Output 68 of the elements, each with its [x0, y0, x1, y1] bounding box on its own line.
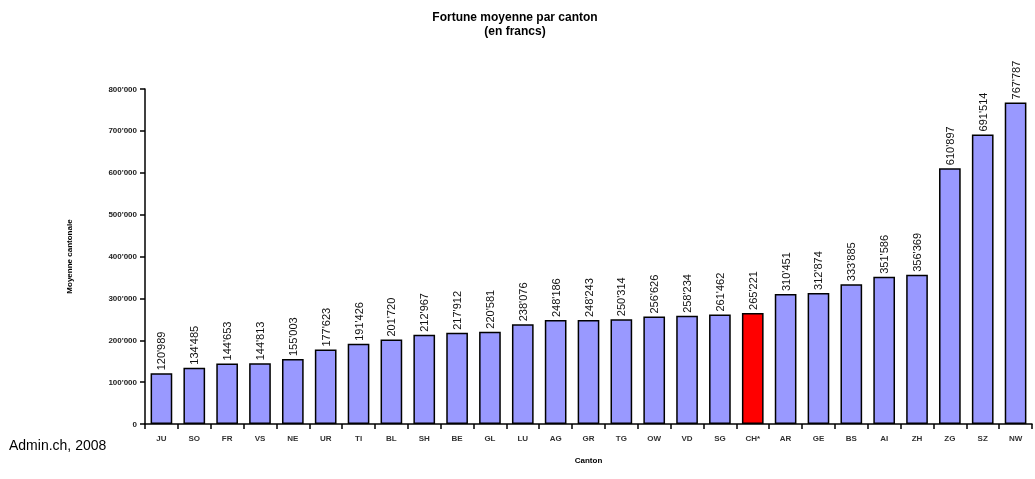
y-tick-label: 400'000: [108, 252, 138, 261]
data-label: 310'451: [779, 252, 792, 291]
data-label: 333'885: [845, 242, 858, 282]
x-tick-label: BS: [845, 433, 858, 443]
data-label: 351'586: [878, 234, 891, 274]
data-label: 248'186: [549, 278, 562, 318]
x-tick-label: NE: [287, 433, 300, 443]
data-label: 256'626: [648, 274, 661, 314]
data-label: 610'897: [943, 126, 956, 166]
x-tick-label: TG: [615, 433, 627, 443]
y-tick-label: 500'000: [108, 210, 138, 220]
x-tick-label: FR: [221, 433, 233, 443]
x-tick-label: OW: [647, 433, 662, 443]
x-tick-label: SZ: [977, 433, 988, 443]
data-label: 212'967: [418, 293, 431, 332]
data-label: 250'314: [615, 277, 628, 317]
chart-title: Fortune moyenne par canton: [432, 10, 598, 24]
data-label: 312'874: [812, 251, 825, 290]
x-tick-label: SG: [714, 433, 726, 443]
text: Admin.ch, 2008: [9, 437, 107, 453]
y-tick-label: 0: [132, 419, 138, 429]
x-tick-label: ZG: [944, 433, 956, 443]
x-tick-label: AI: [880, 433, 889, 443]
x-tick-label: VD: [681, 433, 693, 443]
x-tick-label: AR: [779, 433, 792, 443]
x-tick-label: GR: [582, 433, 595, 443]
x-axis-title: Canton: [574, 455, 603, 465]
data-label: 201'720: [385, 297, 398, 337]
data-label: 691'514: [976, 92, 989, 132]
data-label: 265'221: [746, 271, 759, 310]
data-label: 120'989: [155, 331, 168, 371]
data-label: 177'623: [319, 307, 332, 347]
x-tick-label: NW: [1008, 433, 1023, 443]
x-tick-label: ZH: [911, 433, 923, 443]
data-label: 217'912: [451, 290, 464, 330]
x-tick-label: VS: [254, 433, 266, 443]
x-tick-label: AG: [549, 433, 562, 443]
data-label: 144'653: [221, 321, 234, 361]
data-label: 356'369: [911, 232, 924, 272]
data-label: 261'462: [713, 272, 726, 312]
x-tick-label: GE: [812, 433, 825, 443]
data-label: 155'003: [286, 317, 299, 357]
y-tick-label: 700'000: [108, 126, 138, 136]
x-tick-label: GL: [484, 433, 496, 443]
data-label: 191'426: [352, 302, 365, 341]
data-label: 134'485: [188, 325, 201, 365]
x-tick-label: CH*: [745, 433, 761, 443]
x-tick-label: SH: [418, 433, 431, 443]
chart-subtitle: (en francs): [484, 24, 546, 38]
y-tick-label: 100'000: [108, 377, 138, 387]
x-tick-label: BE: [451, 433, 464, 443]
x-tick-label: UR: [319, 433, 332, 443]
y-tick-label: 600'000: [108, 168, 138, 178]
data-label: 238'076: [516, 282, 529, 322]
x-tick-label: TI: [354, 433, 363, 443]
y-tick-label: 200'000: [108, 335, 138, 345]
data-label: 144'813: [253, 321, 266, 361]
data-label: 248'243: [582, 278, 595, 318]
x-tick-label: BL: [386, 433, 397, 443]
y-tick-label: 800'000: [108, 84, 138, 94]
data-label: 767'787: [1009, 60, 1022, 100]
y-axis-title: Moyenne cantonale: [64, 218, 74, 294]
data-label: 258'234: [681, 274, 694, 313]
x-tick-label: JU: [156, 433, 167, 443]
x-tick-label: SO: [188, 433, 201, 443]
y-tick-label: 300'000: [108, 293, 138, 303]
x-tick-label: LU: [517, 433, 529, 443]
data-label: 220'581: [483, 289, 496, 329]
